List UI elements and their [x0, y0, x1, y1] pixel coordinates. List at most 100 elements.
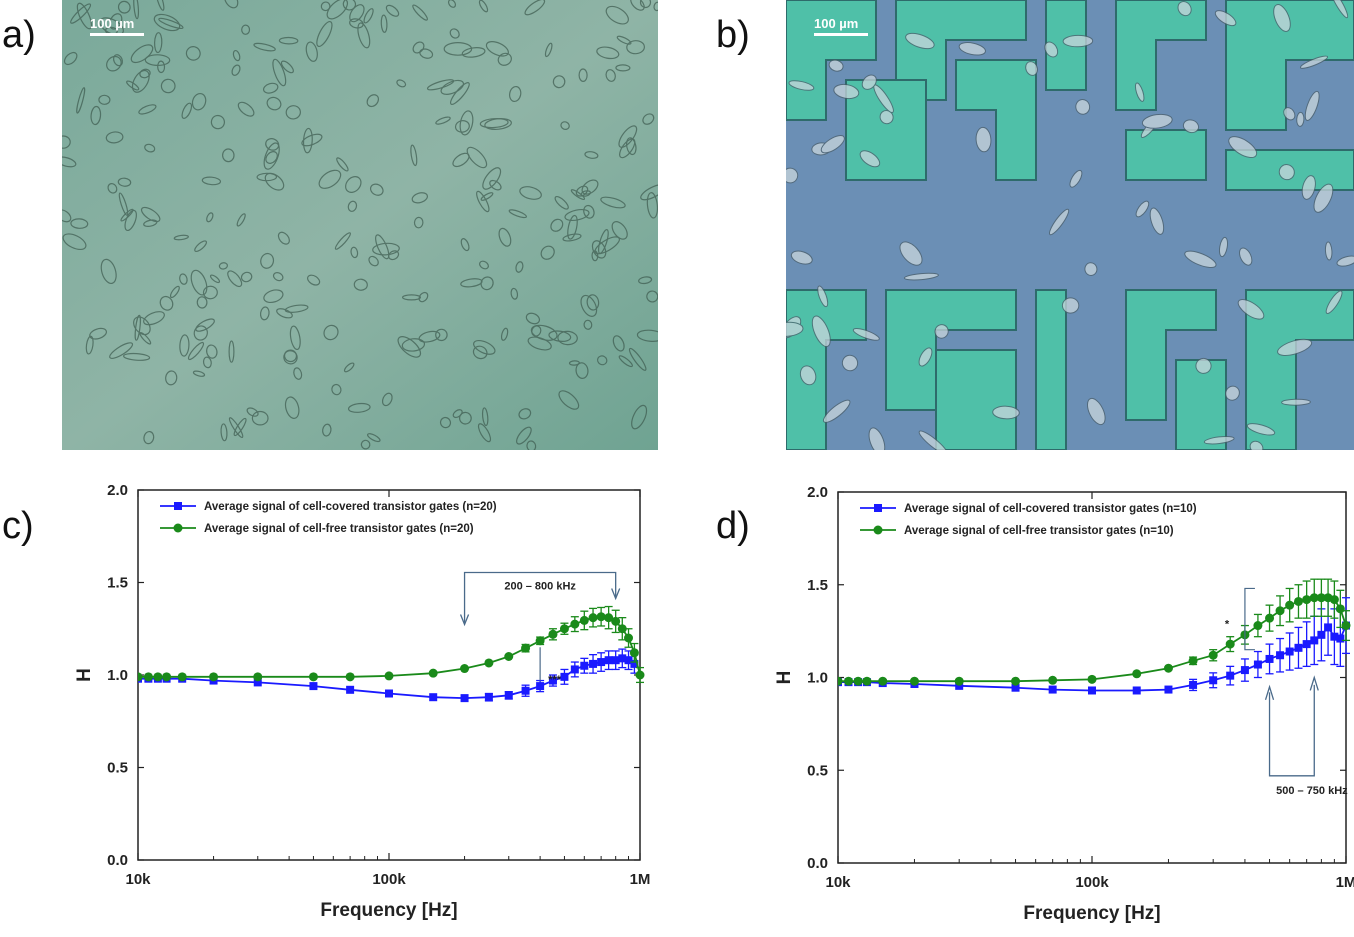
cell [1075, 99, 1091, 115]
cell [500, 327, 509, 341]
cell [1324, 241, 1333, 261]
cell [479, 260, 489, 270]
cell [631, 404, 648, 430]
chart-d-significance-label: * [1225, 618, 1230, 630]
cell [410, 144, 418, 167]
cell [531, 325, 542, 337]
chart-d-point [1285, 600, 1295, 610]
chart-d-range-bracket [1268, 684, 1315, 777]
cell [1141, 113, 1173, 129]
cell [958, 42, 986, 56]
cell [62, 156, 77, 168]
cell [260, 252, 275, 269]
cell [1049, 208, 1070, 236]
cell [210, 114, 226, 130]
cell [1239, 247, 1253, 266]
cell [385, 4, 400, 17]
cell [519, 186, 542, 200]
cell [70, 218, 89, 229]
cell [276, 308, 293, 319]
cell [193, 325, 208, 341]
cell [360, 439, 371, 450]
cell [220, 423, 228, 442]
cell [1336, 255, 1354, 267]
chart-d-point [1265, 613, 1275, 623]
cell [192, 370, 206, 377]
cell [575, 362, 589, 379]
cell [231, 64, 241, 76]
chart-c-point [624, 656, 633, 665]
chart-d-point [1316, 593, 1326, 603]
chart-d-point [1132, 669, 1142, 679]
cell [899, 241, 923, 266]
chart-d-point [954, 676, 964, 686]
chart-d-point [844, 676, 854, 686]
chart-c-point [630, 659, 639, 668]
cell [1277, 338, 1313, 356]
cell [799, 365, 817, 386]
cell [639, 0, 652, 9]
cell [264, 172, 285, 191]
cell [516, 426, 532, 445]
chart-d-point [1294, 643, 1303, 652]
cell [123, 352, 151, 361]
cell [85, 335, 94, 355]
cell [557, 330, 578, 346]
cell [449, 82, 470, 105]
cell [903, 272, 939, 281]
chart-c-point [604, 656, 613, 665]
cell [160, 78, 176, 94]
cell [307, 274, 321, 286]
cell [134, 314, 141, 341]
cell [366, 433, 381, 443]
cell [518, 408, 532, 420]
cell [331, 383, 342, 396]
chart-d-point [955, 681, 964, 690]
chart-d-point [1225, 639, 1235, 649]
chart-d-point [1226, 671, 1235, 680]
micrograph-a-image [62, 0, 658, 450]
cell [1061, 297, 1080, 314]
chart-d-point [1336, 634, 1345, 643]
cell [272, 58, 287, 87]
cell [459, 411, 472, 425]
cell [466, 146, 488, 169]
cell [228, 340, 235, 363]
chart-c-xtick-label: 1M [630, 871, 651, 888]
chart-d-point [862, 676, 872, 686]
cell [591, 240, 607, 259]
chart-d-point [1253, 621, 1263, 631]
chart-c-range-arrow-right [611, 588, 621, 601]
chart-c-point [611, 616, 621, 626]
chart-d-legend-marker [873, 525, 883, 535]
chart-c-range-bracket [463, 571, 617, 623]
chart-c-point [308, 672, 318, 682]
cell [618, 355, 633, 368]
cell [284, 396, 300, 419]
scale-bar-a: 100 µm [90, 16, 144, 36]
cell [1228, 136, 1258, 159]
chart-d-point [878, 676, 888, 686]
cell [117, 0, 131, 14]
cell [905, 32, 935, 50]
cell [90, 105, 102, 126]
chart-d-point [1011, 683, 1020, 692]
chart-c-point [560, 672, 569, 681]
cell [139, 68, 151, 79]
chart-d-xtick-label: 100k [1075, 874, 1109, 891]
cell [196, 296, 208, 309]
chart-c-point [138, 672, 143, 682]
chart-c-point [535, 636, 545, 646]
panel-label-c: c) [2, 505, 34, 547]
cell [76, 2, 93, 30]
cell [1184, 250, 1217, 268]
chart-d-point [1048, 675, 1058, 685]
chart-c-point [385, 689, 393, 698]
cell [155, 0, 165, 11]
chart-d-point [1276, 651, 1285, 660]
cell [626, 40, 645, 55]
cell [334, 232, 351, 250]
cell [1283, 107, 1296, 121]
chart-c-legend-marker [174, 502, 182, 510]
cell [1273, 4, 1291, 32]
